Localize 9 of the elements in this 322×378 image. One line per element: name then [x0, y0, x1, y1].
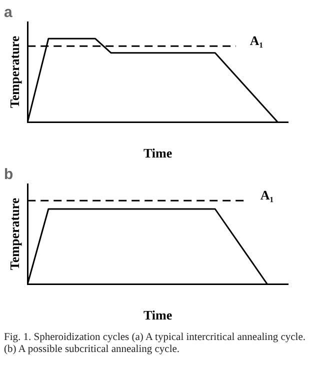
x-axis-title: Time [143, 146, 172, 161]
y-axis-title: Temperature [7, 198, 22, 270]
x-axis-title: Time [143, 308, 172, 323]
chart-title: b [4, 166, 14, 184]
series-label: A₁ [260, 188, 274, 203]
y-axis-title: Temperature [7, 36, 22, 108]
series-label: A₁ [250, 33, 264, 48]
chart-title: a [4, 4, 13, 22]
caption: Fig. 1. Spheroidization cycles (a) A typical intercritical annealing cycle. (b) A possible subcritical annealing cycle. [4, 332, 306, 356]
